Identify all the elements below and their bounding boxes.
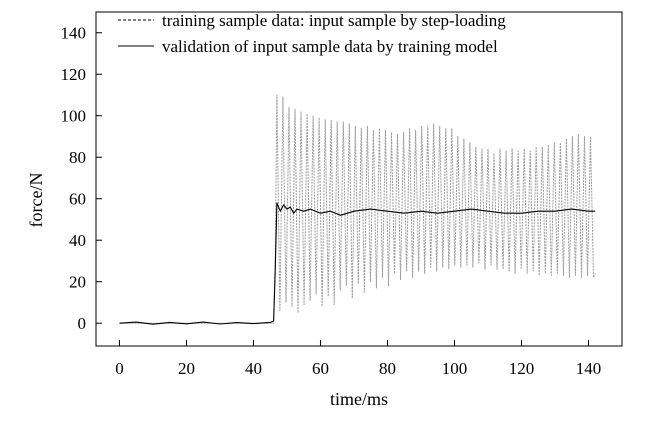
y-tick-label: 60 — [69, 190, 86, 209]
plot-frame — [95, 11, 623, 347]
y-tick-label: 80 — [69, 148, 86, 167]
ticks-layer: 0 20 40 60 80 100 120 140 0 20 40 60 80 100 120 140 — [61, 24, 602, 378]
legend-label-training-sample: training sample data: input sample by st… — [162, 11, 506, 30]
legend: training sample data: input sample by st… — [118, 11, 506, 56]
x-tick-label: 20 — [178, 359, 195, 378]
series-line-validation — [119, 202, 596, 325]
y-tick-label: 140 — [61, 24, 87, 43]
y-tick-label: 0 — [78, 314, 87, 333]
x-tick-label: 40 — [245, 359, 262, 378]
y-tick-label: 20 — [69, 273, 86, 292]
x-tick-label: 60 — [312, 359, 329, 378]
y-axis-title: force/N — [26, 173, 46, 228]
x-tick-label: 0 — [115, 359, 124, 378]
x-tick-label: 120 — [509, 359, 535, 378]
x-tick-label: 100 — [442, 359, 468, 378]
x-axis-title: time/ms — [330, 389, 388, 409]
y-tick-label: 120 — [61, 65, 87, 84]
series-layer — [119, 94, 596, 325]
x-tick-label: 80 — [379, 359, 396, 378]
y-tick-label: 100 — [61, 107, 87, 126]
series-line-training-sample — [119, 94, 596, 324]
legend-label-validation: validation of input sample data by train… — [162, 37, 498, 56]
y-tick-label: 40 — [69, 231, 86, 250]
x-tick-label: 140 — [576, 359, 602, 378]
